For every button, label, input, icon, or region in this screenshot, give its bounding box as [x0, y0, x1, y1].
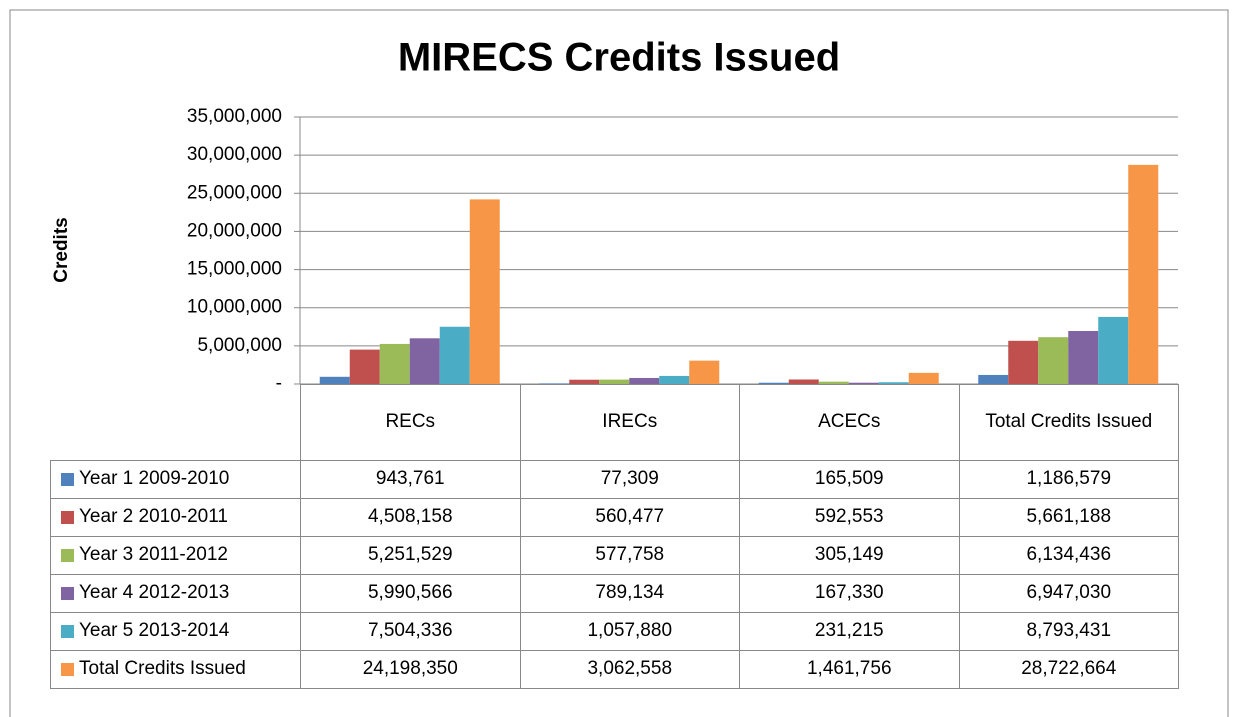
legend-swatch: [61, 587, 74, 600]
table-value: 789,134: [519, 574, 740, 613]
bar: [1068, 331, 1099, 384]
table-value: 28,722,664: [958, 650, 1179, 689]
table-value: 560,477: [519, 498, 740, 537]
bar: [659, 375, 690, 384]
table-value: 7,504,336: [300, 612, 521, 651]
chart-title: MIRECS Credits Issued: [398, 36, 840, 80]
bar: [599, 379, 630, 384]
legend-label: Year 4 2012-2013: [79, 582, 230, 604]
bar: [978, 374, 1009, 384]
legend-label: Year 2 2010-2011: [79, 506, 228, 528]
table-value: 577,758: [519, 536, 740, 575]
legend-label: Year 1 2009-2010: [79, 468, 230, 490]
table-value: 6,947,030: [958, 574, 1179, 613]
category-header: RECs: [300, 384, 521, 461]
y-tick-label: 25,000,000: [187, 182, 282, 203]
table-value: 592,553: [739, 498, 960, 537]
legend-swatch: [61, 663, 74, 676]
table-value: 8,793,431: [958, 612, 1179, 651]
table-value: 6,134,436: [958, 536, 1179, 575]
table-value: 5,990,566: [300, 574, 521, 613]
table-value: 5,661,188: [958, 498, 1179, 537]
legend-swatch: [61, 625, 74, 638]
bar: [349, 349, 380, 384]
y-tick-label: 10,000,000: [187, 297, 282, 318]
chart-border: [9, 9, 1229, 717]
table-value: 3,062,558: [519, 650, 740, 689]
bar: [539, 383, 570, 384]
bar: [788, 379, 819, 384]
y-tick-label: 15,000,000: [187, 259, 282, 280]
bar: [758, 382, 789, 384]
bar: [878, 382, 909, 384]
legend-entry: Total Credits Issued: [50, 650, 301, 689]
bar: [1098, 316, 1129, 384]
y-tick-label: 35,000,000: [187, 106, 282, 127]
table-value: 167,330: [739, 574, 960, 613]
bar: [629, 377, 660, 384]
legend-entry: Year 5 2013-2014: [50, 612, 301, 651]
bar: [908, 372, 939, 384]
table-value: 943,761: [300, 460, 521, 499]
table-value: 1,057,880: [519, 612, 740, 651]
legend-label: Year 3 2011-2012: [79, 544, 228, 566]
y-tick-label: 30,000,000: [187, 144, 282, 165]
category-header: Total Credits Issued: [958, 384, 1179, 461]
bar: [848, 382, 879, 384]
bar: [689, 360, 720, 384]
y-axis-label: Credits: [51, 217, 72, 282]
table-value: 1,461,756: [739, 650, 960, 689]
legend-label: Year 5 2013-2014: [79, 620, 230, 642]
table-value: 231,215: [739, 612, 960, 651]
bar: [818, 381, 849, 384]
legend-entry: Year 1 2009-2010: [50, 460, 301, 499]
bar: [469, 199, 500, 384]
y-tick-label: 5,000,000: [197, 335, 282, 356]
table-value: 1,186,579: [958, 460, 1179, 499]
table-value: 4,508,158: [300, 498, 521, 537]
bar: [569, 379, 600, 384]
legend-entry: Year 2 2010-2011: [50, 498, 301, 537]
legend-swatch: [61, 473, 74, 486]
bar: [1128, 164, 1159, 384]
bar: [379, 343, 410, 384]
y-tick-label: -: [276, 373, 282, 394]
bar: [1038, 337, 1069, 384]
table-value: 77,309: [519, 460, 740, 499]
legend-label: Total Credits Issued: [79, 658, 246, 680]
bar: [1008, 340, 1039, 384]
bar: [409, 338, 440, 384]
table-value: 305,149: [739, 536, 960, 575]
table-value: 165,509: [739, 460, 960, 499]
y-tick-label: 20,000,000: [187, 220, 282, 241]
category-header: ACECs: [739, 384, 960, 461]
table-value: 5,251,529: [300, 536, 521, 575]
bar: [439, 326, 470, 384]
legend-entry: Year 3 2011-2012: [50, 536, 301, 575]
legend-entry: Year 4 2012-2013: [50, 574, 301, 613]
bar: [319, 376, 350, 384]
legend-swatch: [61, 549, 74, 562]
category-header: IRECs: [519, 384, 740, 461]
legend-swatch: [61, 511, 74, 524]
table-value: 24,198,350: [300, 650, 521, 689]
